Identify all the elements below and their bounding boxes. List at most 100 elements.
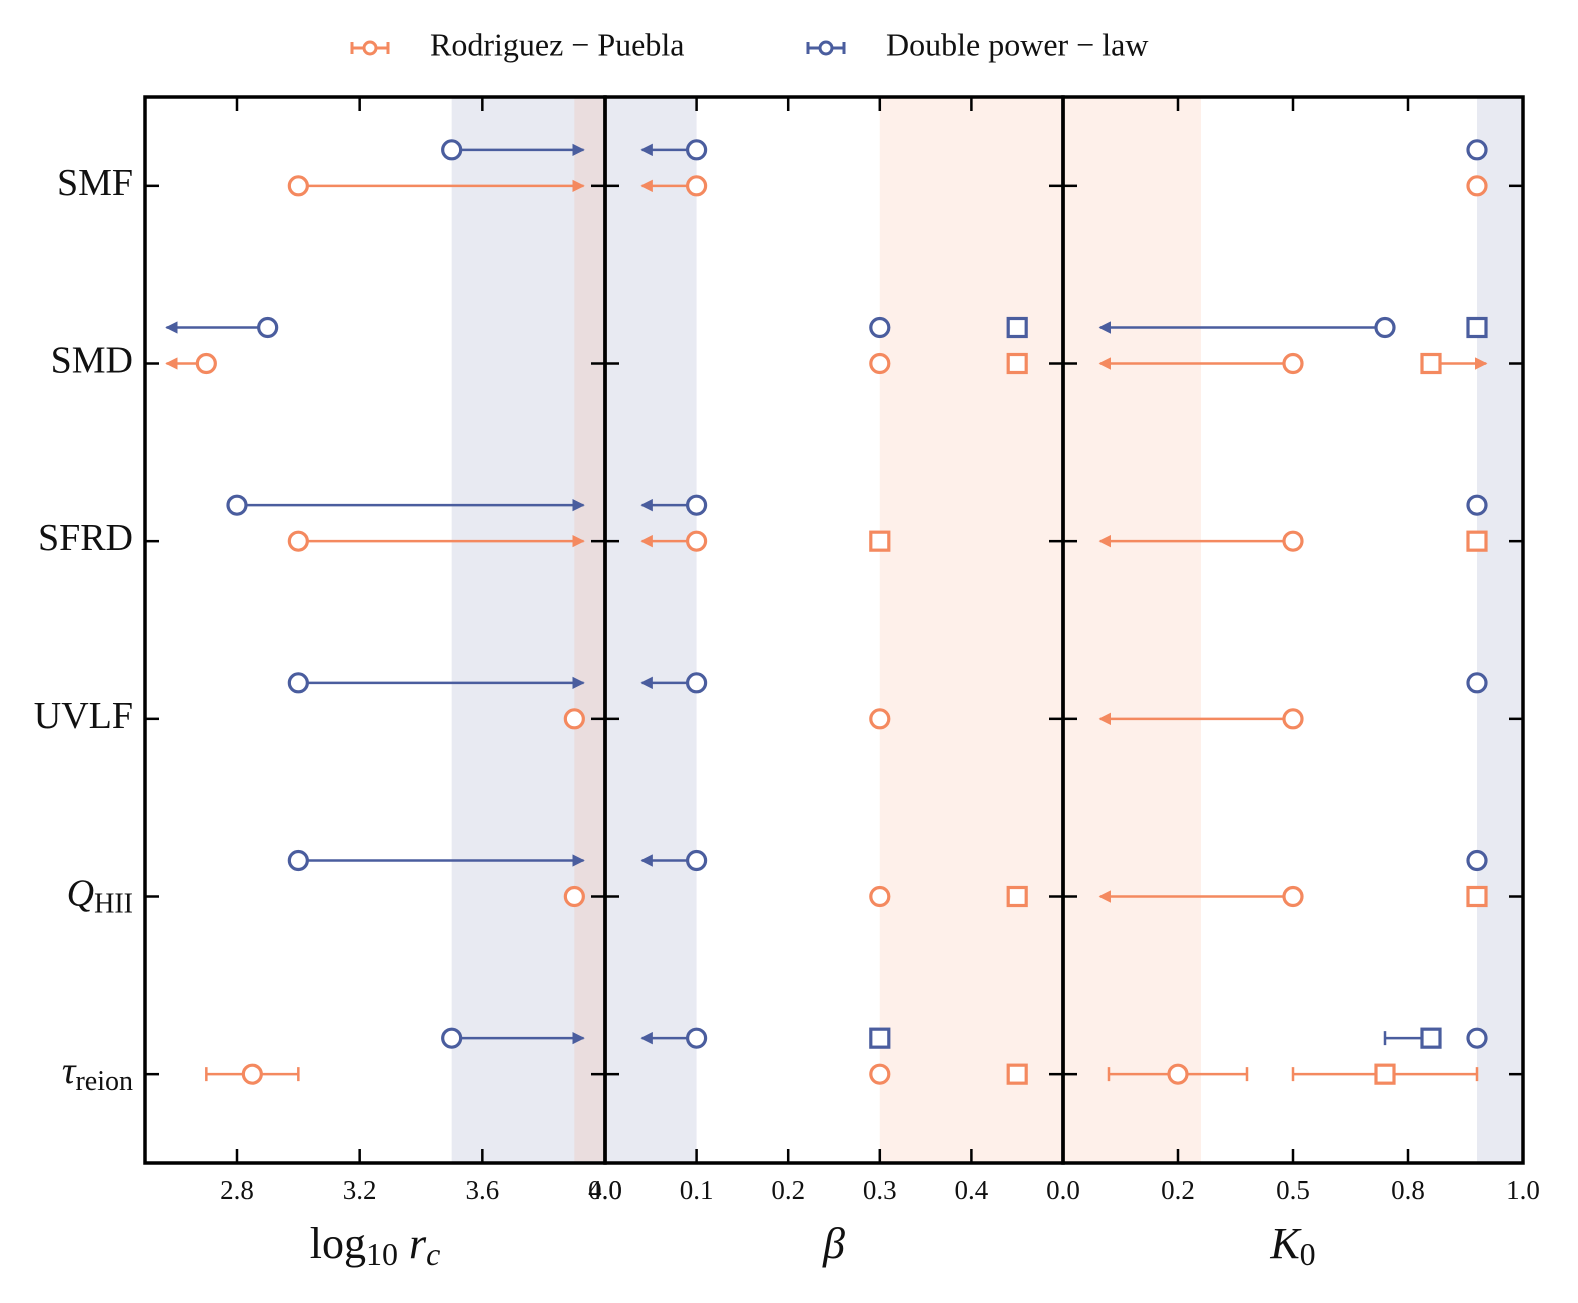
category-label: SFRD [38, 517, 133, 559]
circle-marker [1466, 494, 1488, 516]
shaded-band [605, 97, 697, 1163]
x-tick-label: 0.8 [1391, 1175, 1425, 1205]
circle-marker [287, 530, 309, 552]
square-marker [1006, 352, 1028, 375]
category-label: UVLF [34, 695, 133, 737]
x-tick-label: 0.2 [771, 1175, 805, 1205]
category-label: τreion [62, 1050, 133, 1098]
legend-item: Double power − law [806, 26, 1148, 62]
panel: 2.8 3.2 3.6 4.0 log10 rc [143, 95, 622, 1272]
shaded-band [451, 97, 605, 1163]
circle-marker [441, 139, 463, 161]
circle-marker [1167, 1063, 1189, 1085]
x-tick-label: 0.3 [863, 1175, 897, 1205]
x-tick-label: 0.1 [680, 1175, 714, 1205]
square-marker [1466, 530, 1488, 552]
square-marker [1420, 1027, 1442, 1049]
circle-marker [195, 352, 217, 375]
x-tick-label: 0.0 [1046, 1175, 1080, 1205]
x-axis-label-part: β [822, 1219, 845, 1268]
circle-marker [1282, 885, 1304, 908]
x-axis-label-part: 0 [1300, 1236, 1316, 1272]
square-marker [1420, 352, 1442, 375]
category-text: Q [67, 872, 94, 914]
panel-frame [1061, 95, 1525, 1165]
x-axis-label-part: K [1269, 1219, 1302, 1268]
shaded-band [574, 97, 605, 1163]
legend-label: Double power − law [886, 26, 1148, 62]
category-text: SMD [51, 339, 133, 381]
x-tick-label: 1.0 [1506, 1175, 1540, 1205]
x-axis-label-part: c [426, 1236, 440, 1272]
category-text: UVLF [34, 695, 133, 737]
circle-marker [241, 1063, 263, 1085]
legend-swatch [818, 40, 834, 56]
circle-marker [1466, 672, 1488, 694]
circle-marker [226, 494, 248, 516]
category-text: SMF [57, 162, 133, 204]
x-axis-label-part: 10 [366, 1236, 398, 1272]
x-tick-label: 3.2 [343, 1175, 377, 1205]
category-label: QHII [67, 872, 133, 920]
x-axis-label-part: log [310, 1219, 366, 1268]
circle-marker [287, 672, 309, 694]
circle-marker [1282, 530, 1304, 552]
shaded-band [1477, 97, 1523, 1163]
circle-marker [287, 849, 309, 872]
circle-marker [1374, 316, 1396, 339]
circle-marker [869, 1063, 891, 1085]
square-marker [1006, 1063, 1028, 1085]
circle-marker [685, 1027, 708, 1049]
circle-marker [1466, 1027, 1488, 1049]
circle-marker [1466, 139, 1488, 161]
x-tick-label: 0.5 [1276, 1175, 1310, 1205]
x-axis-label: log10 rc [310, 1219, 441, 1272]
panel: 0.0 0.2 0.5 0.8 1.0 K0 [1046, 95, 1540, 1272]
square-marker [1374, 1063, 1396, 1085]
x-tick-label: 3.6 [465, 1175, 499, 1205]
x-tick-label: 0.2 [1161, 1175, 1195, 1205]
category-text: τ [62, 1050, 77, 1092]
square-marker [1466, 316, 1488, 339]
square-marker [869, 530, 891, 552]
x-tick-label: 4.0 [588, 1175, 622, 1205]
square-marker [869, 1027, 891, 1049]
legend-swatch [362, 40, 378, 56]
circle-marker [563, 885, 585, 908]
x-tick-label: 0.0 [588, 1175, 622, 1205]
circle-marker [563, 708, 585, 730]
legend-item: Rodriguez − Puebla [350, 26, 684, 62]
shaded-band [879, 97, 1063, 1163]
circle-marker [257, 316, 279, 339]
circle-marker [685, 530, 708, 552]
category-subscript: reion [75, 1067, 133, 1098]
square-marker [1466, 885, 1488, 908]
circle-marker [441, 1027, 463, 1049]
circle-marker [685, 849, 708, 872]
circle-marker [869, 708, 891, 730]
x-axis-label-part: r [398, 1219, 427, 1268]
x-tick-label: 0.4 [955, 1175, 989, 1205]
circle-marker [869, 885, 891, 908]
circle-marker [869, 316, 891, 339]
panel: 0.0 0.1 0.2 0.3 0.4 β [588, 95, 1065, 1268]
category-label: SMD [51, 339, 133, 381]
circle-marker [1466, 175, 1488, 197]
shaded-band [1063, 97, 1201, 1163]
category-label: SMF [57, 162, 133, 204]
circle-marker [869, 352, 891, 375]
x-axis-label: β [822, 1219, 845, 1268]
circle-marker [685, 672, 708, 694]
circle-marker [685, 175, 708, 197]
square-marker [1006, 316, 1028, 339]
circle-marker [685, 139, 708, 161]
x-tick-label: 2.8 [220, 1175, 254, 1205]
category-text: SFRD [38, 517, 133, 559]
circle-marker [685, 494, 708, 516]
square-marker [1006, 885, 1028, 908]
circle-marker [1282, 352, 1304, 375]
circle-marker [1466, 849, 1488, 872]
category-subscript: HII [94, 889, 133, 920]
x-axis-label: K0 [1269, 1219, 1315, 1272]
